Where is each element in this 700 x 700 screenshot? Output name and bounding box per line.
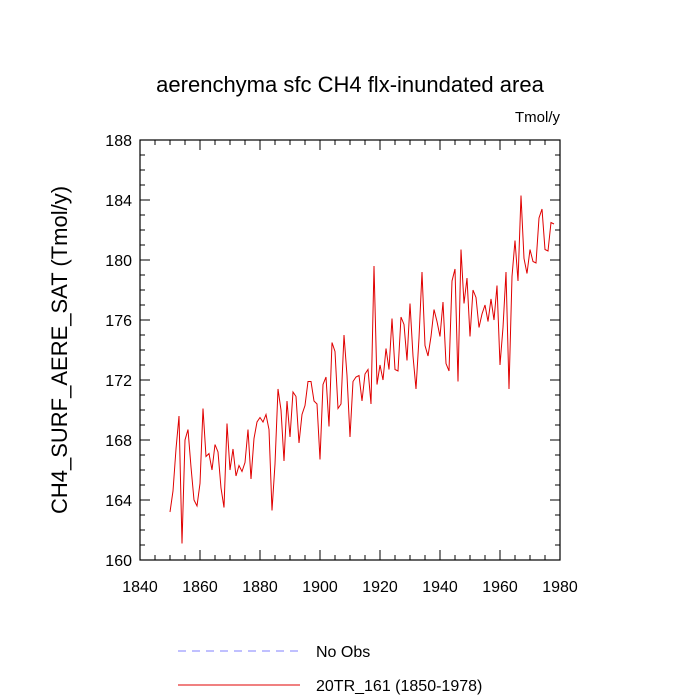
plot-frame [139, 139, 561, 561]
x-tick-label: 1980 [542, 579, 578, 596]
y-tick-label: 160 [105, 553, 132, 570]
y-tick-label: 176 [105, 313, 132, 330]
x-tick-label: 1940 [422, 579, 458, 596]
x-tick-label: 1880 [242, 579, 278, 596]
y-tick-label: 168 [105, 433, 132, 450]
x-tick-label: 1860 [182, 579, 218, 596]
x-tick-label: 1840 [122, 579, 158, 596]
y-axis: 160 164 168 172 176 180 184 188 [105, 133, 560, 570]
legend-label: 20TR_161 (1850-1978) [316, 678, 482, 695]
x-tick-label: 1920 [362, 579, 398, 596]
y-axis-label: CH4_SURF_AERE_SAT (Tmol/y) [47, 186, 72, 514]
y-tick-label: 188 [105, 133, 132, 150]
units-label: Tmol/y [515, 109, 561, 126]
x-tick-label: 1960 [482, 579, 518, 596]
legend-label: No Obs [316, 644, 370, 661]
y-tick-label: 172 [105, 373, 132, 390]
series-layer [169, 195, 555, 544]
chart-title: aerenchyma sfc CH4 flx-inundated area [156, 72, 544, 97]
y-tick-label: 184 [105, 193, 132, 210]
x-tick-label: 1900 [302, 579, 338, 596]
y-tick-label: 180 [105, 253, 132, 270]
legend: No Obs 20TR_161 (1850-1978) [178, 644, 482, 695]
y-tick-label: 164 [105, 493, 132, 510]
x-axis: 1840 1860 1880 1900 1920 1940 1960 1980 [122, 140, 578, 596]
series-line-1 [169, 195, 555, 544]
